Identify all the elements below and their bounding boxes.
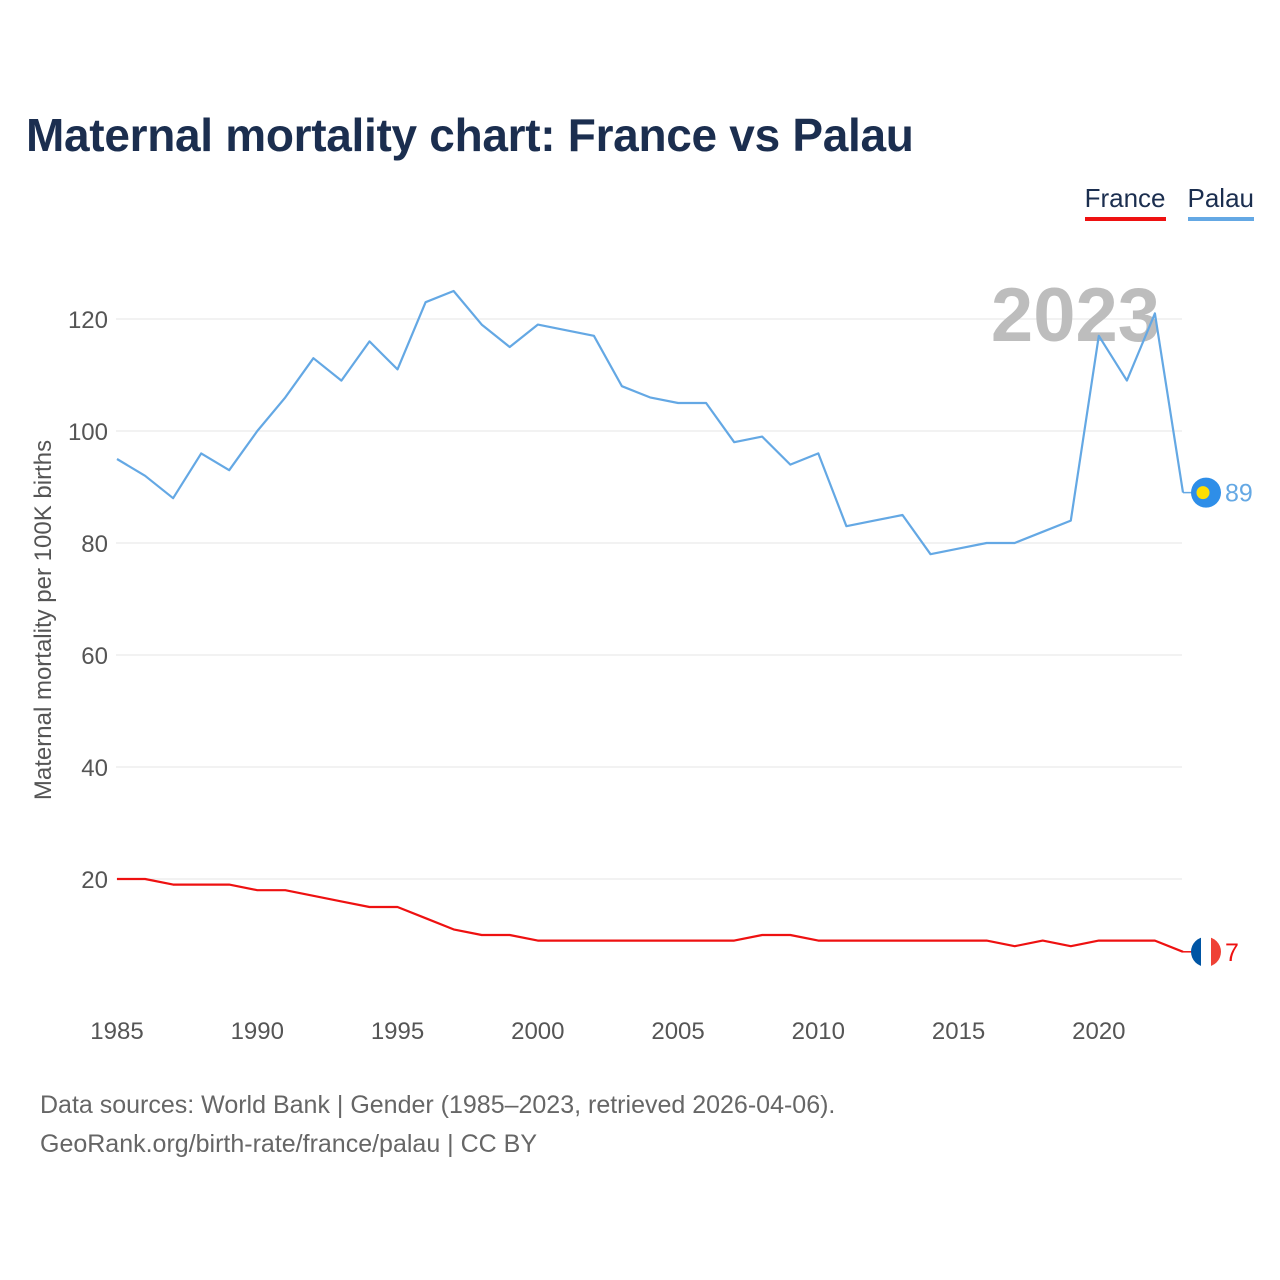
line-chart: 20 40 60 80 100 120 1985 1990 1995 2000 2005 2010 20… [30, 273, 1253, 1045]
y-tick-label: 100 [68, 419, 108, 446]
legend: France Palau [1084, 183, 1254, 221]
attribution-link[interactable]: GeoRank.org/birth-rate/france/palau | CC… [40, 1130, 538, 1158]
x-tick-label: 2000 [511, 1018, 564, 1045]
series-line-france [117, 877, 1184, 953]
y-tick-label: 40 [81, 755, 108, 782]
page-title: Maternal mortality chart: France vs Pala… [26, 109, 914, 161]
end-value-label-palau: 89 [1225, 480, 1253, 508]
palau-flag-icon [1191, 477, 1221, 508]
end-value-label-france: 7 [1225, 939, 1239, 967]
data-source-note: Data sources: World Bank | Gender (1985–… [40, 1091, 836, 1119]
legend-item-france[interactable]: France [1084, 183, 1166, 221]
france-flag-icon [1191, 936, 1221, 967]
x-tick-label: 2005 [651, 1018, 704, 1045]
y-tick-label: 20 [81, 867, 108, 894]
year-watermark: 2023 [991, 273, 1160, 358]
series-line-palau [116, 289, 1185, 556]
x-tick-label: 2010 [792, 1018, 845, 1045]
x-tick-label: 1995 [371, 1018, 424, 1045]
x-tick-label: 2015 [932, 1018, 985, 1045]
y-tick-label: 60 [81, 643, 108, 670]
x-tick-label: 1990 [231, 1018, 284, 1045]
legend-item-palau[interactable]: Palau [1187, 183, 1254, 221]
x-tick-label: 2020 [1072, 1018, 1125, 1045]
y-tick-label: 80 [81, 531, 108, 558]
x-tick-label: 1985 [90, 1018, 143, 1045]
footer: Data sources: World Bank | Gender (1985–… [40, 1086, 835, 1164]
y-tick-label: 120 [68, 307, 108, 334]
y-axis-label: Maternal mortality per 100K births [30, 440, 57, 800]
